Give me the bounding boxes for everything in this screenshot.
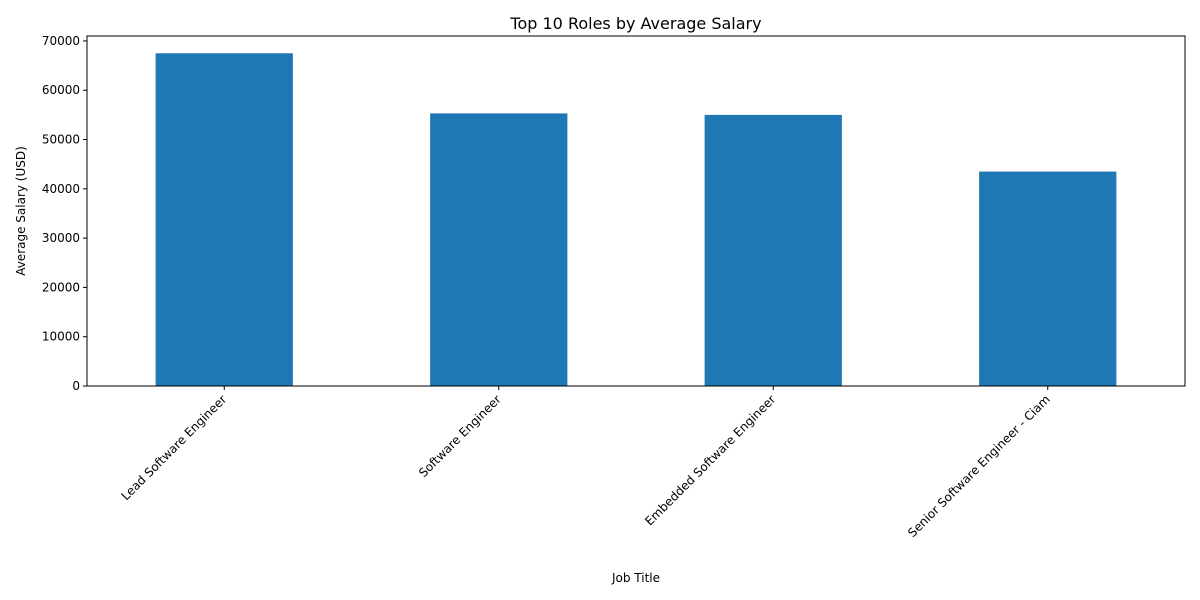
y-tick-label: 70000 [42, 34, 80, 48]
bar [155, 53, 293, 387]
plot-frame [86, 35, 1186, 387]
y-axis-ticks: 0 10000 20000 30000 40000 50000 60000 70000 [42, 34, 87, 393]
y-tick-label: 30000 [42, 231, 80, 245]
chart-title: Top 10 Roles by Average Salary [509, 14, 761, 33]
bar [430, 113, 568, 387]
bar-series [155, 53, 1117, 387]
y-tick-label: 10000 [42, 330, 80, 344]
y-tick-label: 0 [72, 379, 80, 393]
y-tick-label: 50000 [42, 133, 80, 147]
x-axis-label: Job Title [611, 571, 660, 585]
y-tick-label: 60000 [42, 83, 80, 97]
bar [979, 171, 1117, 386]
y-axis-label: Average Salary (USD) [14, 146, 28, 276]
y-tick-label: 40000 [42, 182, 80, 196]
y-tick-label: 20000 [42, 280, 80, 294]
bar [704, 114, 842, 387]
